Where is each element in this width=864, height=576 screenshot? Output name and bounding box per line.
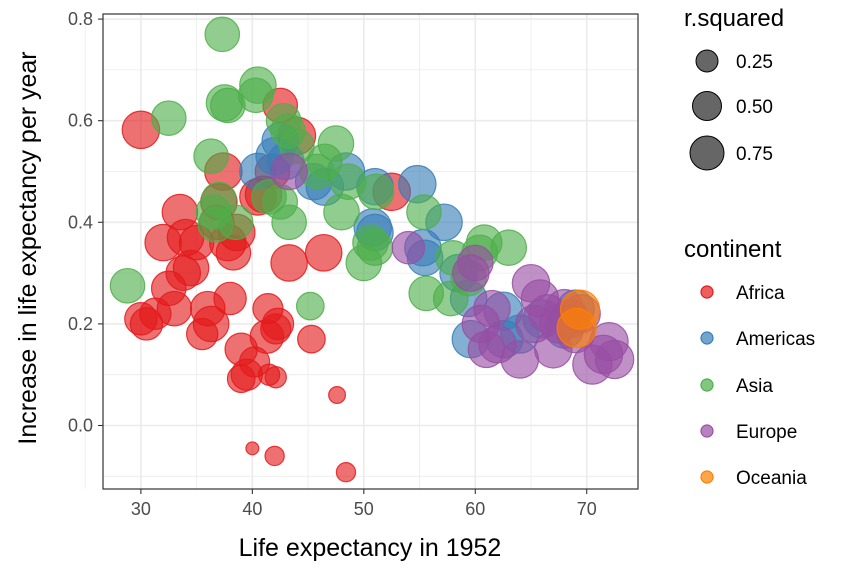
size-legend-label: 0.25 bbox=[736, 52, 773, 73]
legend-entry-europe: Europe bbox=[700, 422, 797, 443]
point-africa bbox=[245, 441, 260, 456]
point-africa bbox=[270, 244, 308, 282]
x-tick-label: 30 bbox=[131, 499, 151, 519]
x-axis-title: Life expectancy in 1952 bbox=[239, 534, 502, 562]
point-africa bbox=[192, 305, 230, 343]
legend-entry-asia: Asia bbox=[700, 376, 773, 397]
y-tick-label: 0.6 bbox=[68, 111, 93, 131]
y-axis: 0.0 0.2 0.4 0.6 0.8 bbox=[68, 9, 103, 435]
legend-key-americas bbox=[700, 331, 714, 345]
y-tick-label: 0.2 bbox=[68, 314, 93, 334]
y-tick-label: 0.4 bbox=[68, 212, 93, 232]
point-europe bbox=[473, 289, 511, 328]
x-tick-50: 50 bbox=[354, 489, 374, 519]
point-oceania bbox=[559, 289, 601, 330]
point-asia bbox=[490, 229, 528, 267]
point-europe bbox=[270, 152, 308, 191]
size-key-small bbox=[695, 49, 719, 73]
x-tick-label: 60 bbox=[465, 499, 485, 519]
point-asia bbox=[406, 194, 442, 230]
point-africa bbox=[328, 386, 347, 404]
panel-border bbox=[102, 13, 639, 490]
point-europe bbox=[594, 339, 635, 380]
size-key-medium bbox=[692, 91, 722, 121]
legend-label-europe: Europe bbox=[736, 422, 797, 443]
point-asia bbox=[317, 125, 355, 162]
x-tick-70: 70 bbox=[577, 489, 597, 519]
size-legend-entry: 0.25 bbox=[695, 49, 773, 73]
point-africa bbox=[213, 281, 247, 316]
point-africa bbox=[304, 233, 343, 272]
point-africa bbox=[264, 445, 285, 467]
point-asia bbox=[356, 229, 394, 267]
y-tick-0.2: 0.2 bbox=[68, 314, 103, 334]
x-tick-40: 40 bbox=[242, 489, 262, 519]
color-legend-title: continent bbox=[684, 236, 782, 263]
legend-entry-africa: Africa bbox=[700, 283, 785, 304]
size-legend-entry: 0.50 bbox=[692, 91, 773, 121]
point-africa bbox=[335, 462, 357, 483]
legend-entry-americas: Americas bbox=[700, 329, 815, 350]
legend-label-africa: Africa bbox=[736, 283, 785, 304]
point-asia bbox=[295, 291, 325, 321]
point-africa bbox=[297, 324, 326, 354]
size-legend-label: 0.50 bbox=[736, 97, 773, 118]
y-axis-title: Increase in life expectancy per year bbox=[14, 51, 42, 444]
legend-label-americas: Americas bbox=[736, 329, 815, 350]
x-tick-60: 60 bbox=[465, 489, 485, 519]
point-asia bbox=[271, 204, 307, 241]
size-legend-title: r.squared bbox=[684, 5, 784, 32]
x-axis: 30 40 50 60 70 bbox=[131, 489, 597, 519]
point-europe bbox=[500, 340, 540, 379]
point-africa bbox=[261, 307, 295, 341]
point-asia bbox=[193, 138, 229, 175]
point-africa bbox=[156, 290, 193, 327]
point-asia bbox=[239, 66, 277, 104]
y-tick-0.0: 0.0 bbox=[68, 415, 103, 435]
x-tick-label: 40 bbox=[242, 499, 262, 519]
series-oceania bbox=[556, 289, 601, 349]
y-tick-label: 0.8 bbox=[68, 9, 93, 29]
size-legend-label: 0.75 bbox=[736, 144, 773, 165]
legend-key-africa bbox=[700, 285, 714, 299]
point-asia bbox=[150, 100, 187, 136]
plot-panel bbox=[84, 13, 639, 490]
size-legend-entry: 0.75 bbox=[689, 135, 773, 171]
y-tick-0.8: 0.8 bbox=[68, 9, 103, 29]
point-africa bbox=[264, 366, 287, 389]
color-legend: continent Africa Americas Asia Europe Oc… bbox=[684, 236, 815, 489]
x-tick-label: 70 bbox=[577, 499, 597, 519]
y-tick-0.6: 0.6 bbox=[68, 111, 103, 131]
x-tick-30: 30 bbox=[131, 489, 151, 519]
point-asia bbox=[204, 16, 241, 53]
point-asia bbox=[357, 173, 395, 211]
point-asia bbox=[109, 267, 146, 304]
legend-label-oceania: Oceania bbox=[736, 468, 807, 489]
legend-label-asia: Asia bbox=[736, 376, 773, 397]
size-legend: r.squared 0.25 0.50 0.75 bbox=[684, 5, 784, 171]
legend-key-asia bbox=[700, 378, 714, 392]
x-tick-label: 50 bbox=[354, 499, 374, 519]
size-key-large bbox=[689, 135, 725, 171]
legend-key-oceania bbox=[700, 470, 714, 484]
point-asia bbox=[323, 193, 360, 231]
legend-key-europe bbox=[700, 424, 714, 438]
point-europe bbox=[391, 230, 426, 265]
y-tick-label: 0.0 bbox=[68, 415, 93, 435]
data-points bbox=[109, 16, 635, 483]
legend-entry-oceania: Oceania bbox=[700, 468, 807, 489]
point-asia bbox=[217, 204, 254, 241]
y-tick-0.4: 0.4 bbox=[68, 212, 103, 232]
point-europe bbox=[456, 244, 494, 282]
